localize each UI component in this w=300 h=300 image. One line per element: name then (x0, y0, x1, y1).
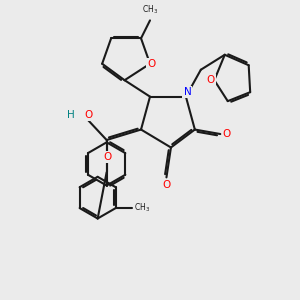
Text: O: O (223, 129, 231, 139)
Text: CH$_3$: CH$_3$ (142, 3, 158, 16)
Text: O: O (207, 75, 215, 85)
Text: O: O (103, 152, 111, 162)
Text: O: O (84, 110, 92, 120)
Text: O: O (147, 59, 156, 69)
Text: CH$_3$: CH$_3$ (134, 202, 150, 214)
Text: H: H (68, 110, 75, 120)
Text: N: N (184, 87, 191, 97)
Text: O: O (162, 180, 171, 190)
